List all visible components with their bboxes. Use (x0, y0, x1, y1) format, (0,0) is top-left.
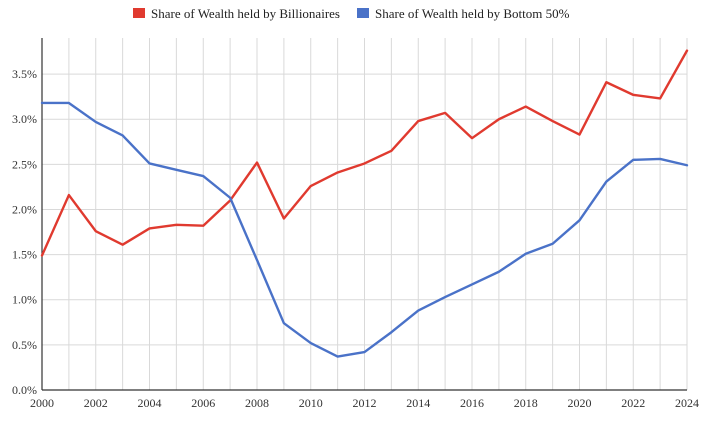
y-tick-label: 3.5% (12, 67, 37, 81)
chart-legend: Share of Wealth held by Billionaires Sha… (133, 6, 570, 21)
x-tick-label: 2016 (460, 396, 484, 410)
axes (41, 38, 687, 391)
x-tick-label: 2024 (675, 396, 699, 410)
x-axis-tick-labels: 2000 2002 2004 2006 2008 2010 2012 2014 2016 2018… (30, 396, 699, 410)
legend-swatch-bottom-50 (357, 8, 369, 18)
x-tick-label: 2010 (299, 396, 323, 410)
y-tick-label: 2.5% (12, 157, 37, 171)
billionaires-series-line (40, 49, 689, 257)
x-tick-label: 2020 (568, 396, 592, 410)
x-tick-label: 2000 (30, 396, 54, 410)
x-tick-label: 2002 (84, 396, 108, 410)
y-tick-label: 1.5% (12, 248, 37, 262)
x-tick-label: 2014 (406, 396, 430, 410)
x-tick-label: 2018 (514, 396, 538, 410)
y-tick-label: 1.0% (12, 293, 37, 307)
x-tick-label: 2008 (245, 396, 269, 410)
data-series (40, 49, 689, 358)
y-tick-label: 3.0% (12, 112, 37, 126)
y-tick-label: 0.0% (12, 383, 37, 397)
bottom-50-series-line (40, 101, 689, 358)
x-tick-label: 2006 (191, 396, 215, 410)
x-tick-label: 2012 (353, 396, 377, 410)
x-tick-label: 2022 (621, 396, 645, 410)
y-tick-label: 2.0% (12, 202, 37, 216)
legend-label-bottom-50: Share of Wealth held by Bottom 50% (375, 6, 570, 21)
grid-lines (42, 38, 688, 390)
y-tick-label: 0.5% (12, 338, 37, 352)
y-axis-tick-labels: 0.0% 0.5% 1.0% 1.5% 2.0% 2.5% 3.0% 3.5% (12, 67, 37, 397)
legend-label-billionaires: Share of Wealth held by Billionaires (151, 6, 340, 21)
x-tick-label: 2004 (138, 396, 162, 410)
legend-swatch-billionaires (133, 8, 145, 18)
